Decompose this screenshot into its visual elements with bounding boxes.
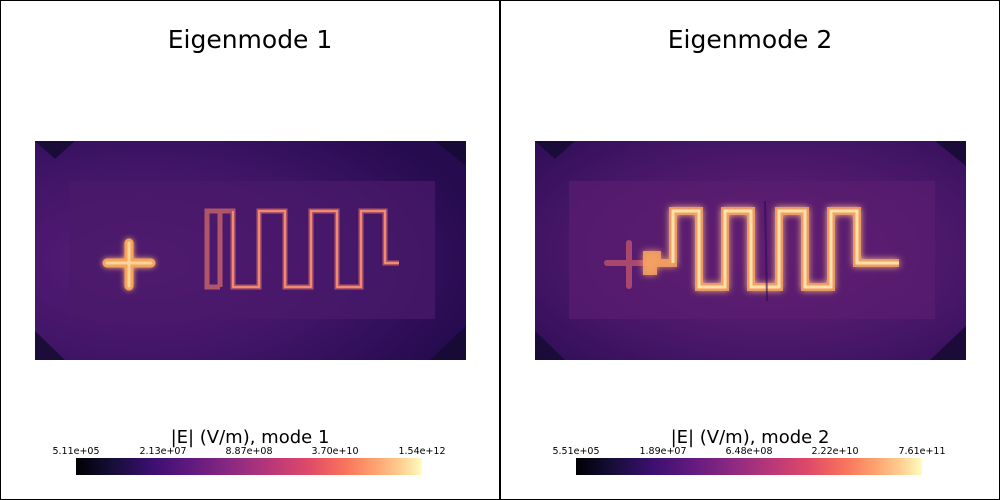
- colorbar-tick: 5.11e+05: [52, 446, 100, 457]
- colorbar-tick: 2.22e+10: [811, 446, 859, 457]
- substrate-region: [69, 181, 435, 319]
- colorbar-tick: 1.89e+07: [639, 446, 687, 457]
- field-magnitude-plot: [535, 141, 966, 360]
- colorbar-tick: 6.48e+08: [725, 446, 773, 457]
- field-magnitude-plot: [35, 141, 466, 360]
- colorbar-tick: 2.13e+07: [139, 446, 187, 457]
- colorbar-gradient: [576, 458, 922, 475]
- panel-title: Eigenmode 1: [167, 25, 333, 54]
- meander-resonator: [643, 207, 899, 291]
- panel-title: Eigenmode 2: [667, 25, 833, 54]
- meander-resonator: [204, 208, 399, 290]
- qubit-cross: [102, 238, 156, 291]
- colorbar-tick: 5.51e+05: [552, 446, 600, 457]
- colorbar-tick: 8.87e+08: [225, 446, 273, 457]
- colorbar-label: |E| (V/m), mode 2: [670, 427, 830, 448]
- colorbar-ticks: 5.11e+05 2.13e+07 8.87e+08 3.70e+10 1.54…: [1, 446, 499, 458]
- colorbar-gradient: [76, 458, 422, 475]
- colorbar-ticks: 5.51e+05 1.89e+07 6.48e+08 2.22e+10 7.61…: [501, 446, 999, 458]
- eigenmode-2-panel: Eigenmode 2 |E| (V/m), mode 2: [500, 0, 1000, 500]
- colorbar-tick: 1.54e+12: [398, 446, 446, 457]
- colorbar-label: |E| (V/m), mode 1: [170, 427, 330, 448]
- colorbar-tick: 3.70e+10: [311, 446, 359, 457]
- eigenmode-1-panel: Eigenmode 1 |E| (V/m), mode 1: [0, 0, 500, 500]
- colorbar-tick: 7.61e+11: [898, 446, 946, 457]
- field-node-line: [764, 200, 768, 302]
